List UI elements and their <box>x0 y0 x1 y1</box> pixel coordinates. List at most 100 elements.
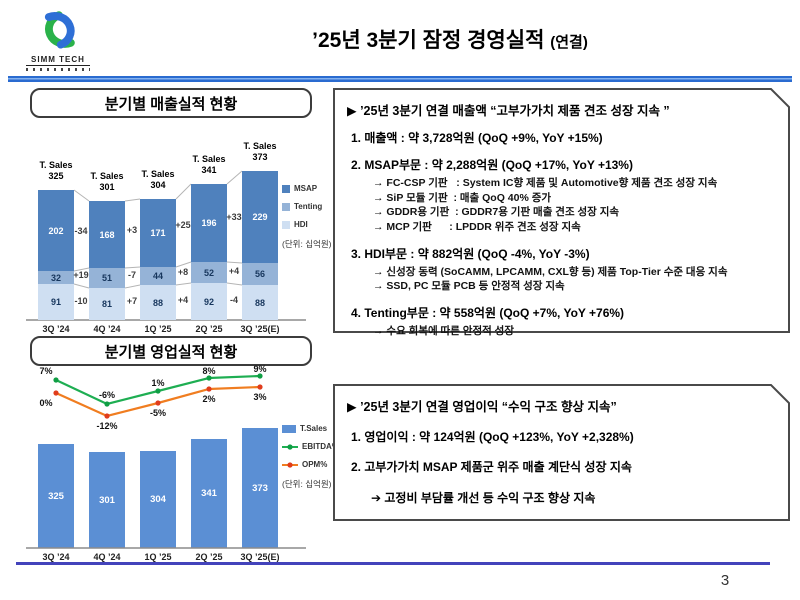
hdi-segment: 88 <box>140 285 176 320</box>
legend-item-tsales: T.Sales <box>282 424 339 433</box>
revenue-sub-item: → SiP 모듈 기판 : 매출 QoQ 40% 증가 <box>373 191 552 204</box>
profit-item: 1. 영업이익 : 약 124억원 (QoQ +123%, YoY +2,328… <box>351 430 634 444</box>
hdi-delta: -4 <box>229 295 238 305</box>
tsales-bar: 304 <box>140 451 176 548</box>
x-axis-label: 4Q ’24 <box>93 324 121 334</box>
tenting-segment: 52 <box>191 262 227 283</box>
revenue-sub-item: → SSD, PC 모듈 PCB 등 안정적 성장 지속 <box>373 280 565 293</box>
logo: SIMM TECH <box>26 6 90 71</box>
operating-chart: 325 301 304 341 373 7% -6% 1% 8% 9% 0% -… <box>18 364 339 566</box>
hdi-delta: +7 <box>126 296 138 306</box>
tenting-delta: -7 <box>127 270 136 280</box>
total-sales-label: T. Sales 341 <box>192 154 226 176</box>
hdi-value: 91 <box>50 297 61 307</box>
msap-value: 202 <box>48 225 64 236</box>
tenting-swatch <box>282 202 290 211</box>
x-axis-label: 3Q ’25(E) <box>240 552 280 562</box>
tenting-delta: +19 <box>73 270 89 280</box>
tsales-value: 373 <box>252 482 268 494</box>
tenting-value: 52 <box>203 267 214 278</box>
opm-label: 3% <box>253 392 267 402</box>
tenting-delta: +8 <box>177 267 189 277</box>
revenue-sub-item: → FC-CSP 기판 : System IC향 제품 및 Automotive… <box>373 177 718 189</box>
sales-chart-legend: MSAP Tenting HDI (단위: 십억원) <box>282 184 332 250</box>
msap-swatch <box>282 184 290 193</box>
tenting-value: 51 <box>101 273 112 283</box>
x-axis-label: 3Q ’24 <box>42 324 70 334</box>
tenting-value: 56 <box>254 269 265 279</box>
opm-line-swatch <box>282 461 298 468</box>
sales-chart-title-text: 분기별 매출실적 현황 <box>104 95 238 113</box>
tsales-value: 304 <box>150 494 166 505</box>
page-number: 3 <box>720 572 730 589</box>
msap-value: 168 <box>99 229 115 240</box>
sales-chart-connectors <box>26 170 306 321</box>
ebitda-line-swatch <box>282 443 298 450</box>
msap-delta: -34 <box>74 226 88 236</box>
total-sales-label: T. Sales 301 <box>90 171 124 193</box>
revenue-sub-item: → GDDR용 기판 : GDDR7용 기판 매출 견조 성장 지속 <box>373 206 620 219</box>
revenue-item: 4. Tenting부문 : 약 558억원 (QoQ +7%, YoY +76… <box>351 306 625 321</box>
operating-chart-title: 분기별 영업실적 현황 <box>30 336 312 366</box>
hdi-swatch <box>282 220 290 229</box>
msap-delta: +25 <box>175 220 191 230</box>
unit-label: (단위: 십억원) <box>282 239 332 249</box>
ebitda-label: 9% <box>253 364 267 374</box>
revenue-item: 3. HDI부문 : 약 882억원 (QoQ -4%, YoY -3%) <box>351 246 590 261</box>
tenting-segment: 32 <box>38 271 74 284</box>
msap-segment: 202 <box>38 190 74 271</box>
logo-text: SIMM TECH <box>26 55 90 66</box>
hdi-delta: +4 <box>177 295 189 305</box>
revenue-sub-item: → 신성장 동력 (SoCAMM, LPCAMM, CXL향 등) 제품 Top… <box>373 265 728 278</box>
hdi-value: 92 <box>203 296 214 307</box>
hdi-value: 81 <box>101 299 112 309</box>
x-axis-label: 1Q ’25 <box>144 324 172 334</box>
legend-item-opm: OPM% <box>282 460 339 469</box>
msap-segment: 229 <box>242 171 278 263</box>
tsales-value: 341 <box>201 488 217 499</box>
profit-arrow-note: ➔ 고정비 부담률 개선 등 수익 구조 향상 지속 <box>371 491 596 505</box>
x-axis-label: 2Q ’25 <box>195 324 223 334</box>
hdi-value: 88 <box>152 297 163 308</box>
x-axis-label: 2Q ’25 <box>195 552 223 562</box>
tenting-value: 32 <box>50 272 61 283</box>
header-divider <box>8 76 792 82</box>
revenue-panel-header: ▶ ’25년 3분기 연결 매출액 “고부가가치 제품 견조 성장 지속 ” <box>347 104 670 118</box>
profit-panel-border <box>333 384 790 521</box>
hdi-delta: -10 <box>74 296 88 306</box>
msap-segment: 171 <box>140 199 176 267</box>
opm-label: -12% <box>96 421 118 431</box>
tsales-value: 301 <box>99 494 115 506</box>
profit-item: 2. 고부가가치 MSAP 제품군 위주 매출 계단식 성장 지속 <box>351 460 632 474</box>
revenue-item: 2. MSAP부문 : 약 2,288억원 (QoQ +17%, YoY +13… <box>351 158 633 172</box>
sales-chart-title: 분기별 매출실적 현황 <box>30 88 312 118</box>
page-title: ’25년 3분기 잠정 경영실적 (연결) <box>160 24 740 54</box>
legend-item-msap: MSAP <box>282 184 332 193</box>
legend-item-ebitda: EBITDA% <box>282 442 339 451</box>
footer-divider <box>16 562 770 565</box>
operating-chart-lines <box>26 373 306 549</box>
tsales-bar: 373 <box>242 428 278 548</box>
total-sales-label: T. Sales 325 <box>39 160 73 182</box>
tenting-delta: +4 <box>228 266 240 276</box>
legend-item-hdi: HDI <box>282 220 332 229</box>
opm-label: -5% <box>149 408 166 418</box>
msap-value: 196 <box>201 218 217 228</box>
x-axis-label: 3Q ’25(E) <box>240 324 280 334</box>
tenting-segment: 56 <box>242 263 278 285</box>
ebitda-label: 8% <box>202 366 216 376</box>
x-axis-label: 3Q ’24 <box>42 552 70 562</box>
tsales-bar: 301 <box>89 452 125 548</box>
revenue-item: 1. 매출액 : 약 3,728억원 (QoQ +9%, YoY +15%) <box>351 131 603 145</box>
simmtech-logo-icon <box>44 11 75 49</box>
tenting-value: 44 <box>152 271 163 281</box>
logo-dots <box>26 68 90 71</box>
title-main: ’25년 3분기 잠정 경영실적 <box>312 29 545 52</box>
msap-segment: 168 <box>89 201 125 268</box>
total-sales-label: T. Sales 373 <box>243 141 277 163</box>
opm-label: 2% <box>202 394 216 404</box>
tenting-segment: 51 <box>89 268 125 288</box>
ebitda-label: 7% <box>39 366 53 376</box>
title-suffix: (연결) <box>550 34 588 51</box>
